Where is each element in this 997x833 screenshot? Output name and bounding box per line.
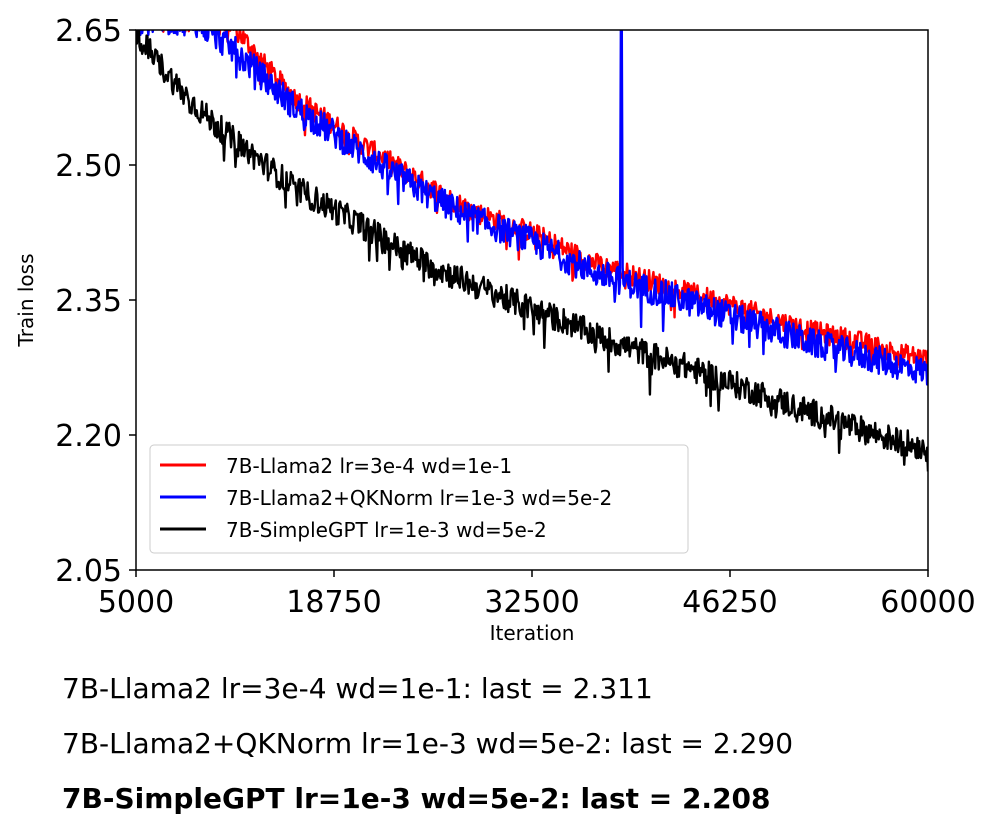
x-tick-label: 60000 <box>880 585 975 620</box>
summary-line-llama2: 7B-Llama2 lr=3e-4 wd=1e-1: last = 2.311 <box>62 672 653 705</box>
y-tick-label: 2.65 <box>55 14 122 49</box>
x-tick-label: 5000 <box>98 585 174 620</box>
x-tick-label: 18750 <box>286 585 381 620</box>
legend: 7B-Llama2 lr=3e-4 wd=1e-1 7B-Llama2+QKNor… <box>149 444 689 554</box>
x-axis: 5000 18750 32500 46250 60000 <box>98 570 976 620</box>
legend-label-llama2: 7B-Llama2 lr=3e-4 wd=1e-1 <box>226 454 512 478</box>
legend-label-simplegpt: 7B-SimpleGPT lr=1e-3 wd=5e-2 <box>226 518 547 542</box>
y-axis: 2.65 2.50 2.35 2.20 2.05 <box>55 14 136 589</box>
legend-box <box>149 444 689 554</box>
x-axis-label: Iteration <box>490 621 575 645</box>
y-tick-label: 2.20 <box>55 419 122 454</box>
y-tick-label: 2.05 <box>55 554 122 589</box>
chart: 5000 18750 32500 46250 60000 2.65 2.50 2.35 2.2… <box>14 14 976 645</box>
summary-line-simplegpt: 7B-SimpleGPT lr=1e-3 wd=5e-2: last = 2.2… <box>62 782 771 815</box>
series-line-simplegpt <box>136 30 928 472</box>
chart-svg: 5000 18750 32500 46250 60000 2.65 2.50 2.35 2.2… <box>14 14 976 645</box>
y-tick-label: 2.35 <box>55 284 122 319</box>
legend-label-qknorm: 7B-Llama2+QKNorm lr=1e-3 wd=5e-2 <box>226 486 612 510</box>
y-axis-label: Train loss <box>14 254 38 348</box>
y-tick-label: 2.50 <box>55 149 122 184</box>
x-tick-label: 32500 <box>484 585 579 620</box>
series-layer <box>136 30 928 472</box>
series-line-qknorm <box>139 30 928 386</box>
summary-line-qknorm: 7B-Llama2+QKNorm lr=1e-3 wd=5e-2: last =… <box>62 727 794 760</box>
x-tick-label: 46250 <box>682 585 777 620</box>
